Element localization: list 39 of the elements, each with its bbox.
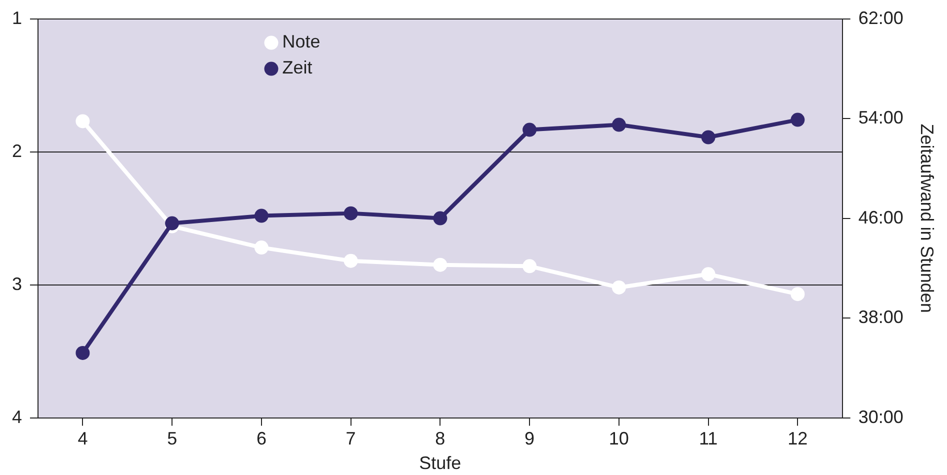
point <box>790 287 805 302</box>
x-tick-label: 5 <box>167 428 178 449</box>
point <box>254 208 268 223</box>
legend-label: Note <box>282 32 320 52</box>
point <box>612 118 626 132</box>
x-tick-label: 7 <box>346 428 356 449</box>
point <box>254 240 268 255</box>
x-axis-title: Stufe <box>419 453 462 474</box>
y2-tick-label: 46:00 <box>858 207 904 228</box>
y2-tick-label: 30:00 <box>858 406 904 427</box>
x-tick-label: 6 <box>256 428 266 449</box>
point <box>701 267 716 282</box>
point <box>76 114 90 128</box>
point <box>522 122 537 137</box>
x-tick-label: 9 <box>524 428 535 449</box>
point <box>344 254 358 268</box>
point <box>165 216 180 230</box>
y2-tick-label: 38:00 <box>858 307 904 328</box>
y-tick-label: 4 <box>12 406 22 427</box>
x-tick-label: 11 <box>698 428 718 449</box>
point <box>612 280 626 294</box>
x-tick-label: 10 <box>608 428 629 449</box>
x-tick-label: 4 <box>78 428 88 449</box>
point <box>522 259 537 274</box>
point <box>701 130 716 144</box>
point <box>433 211 448 226</box>
y-tick-label: 2 <box>12 140 22 161</box>
y2-tick-label: 62:00 <box>858 8 904 28</box>
point <box>790 112 805 127</box>
legend-label: Zeit <box>282 58 312 78</box>
y2-tick-label: 54:00 <box>858 108 904 128</box>
x-tick-label: 8 <box>435 428 446 449</box>
point <box>433 258 448 272</box>
point <box>344 206 358 220</box>
point <box>76 346 90 360</box>
y-tick-label: 1 <box>12 8 22 28</box>
y-tick-label: 3 <box>12 274 22 294</box>
y2-axis-title: Zeitaufwand in Stunden <box>917 124 938 313</box>
x-tick-label: 12 <box>788 428 808 449</box>
